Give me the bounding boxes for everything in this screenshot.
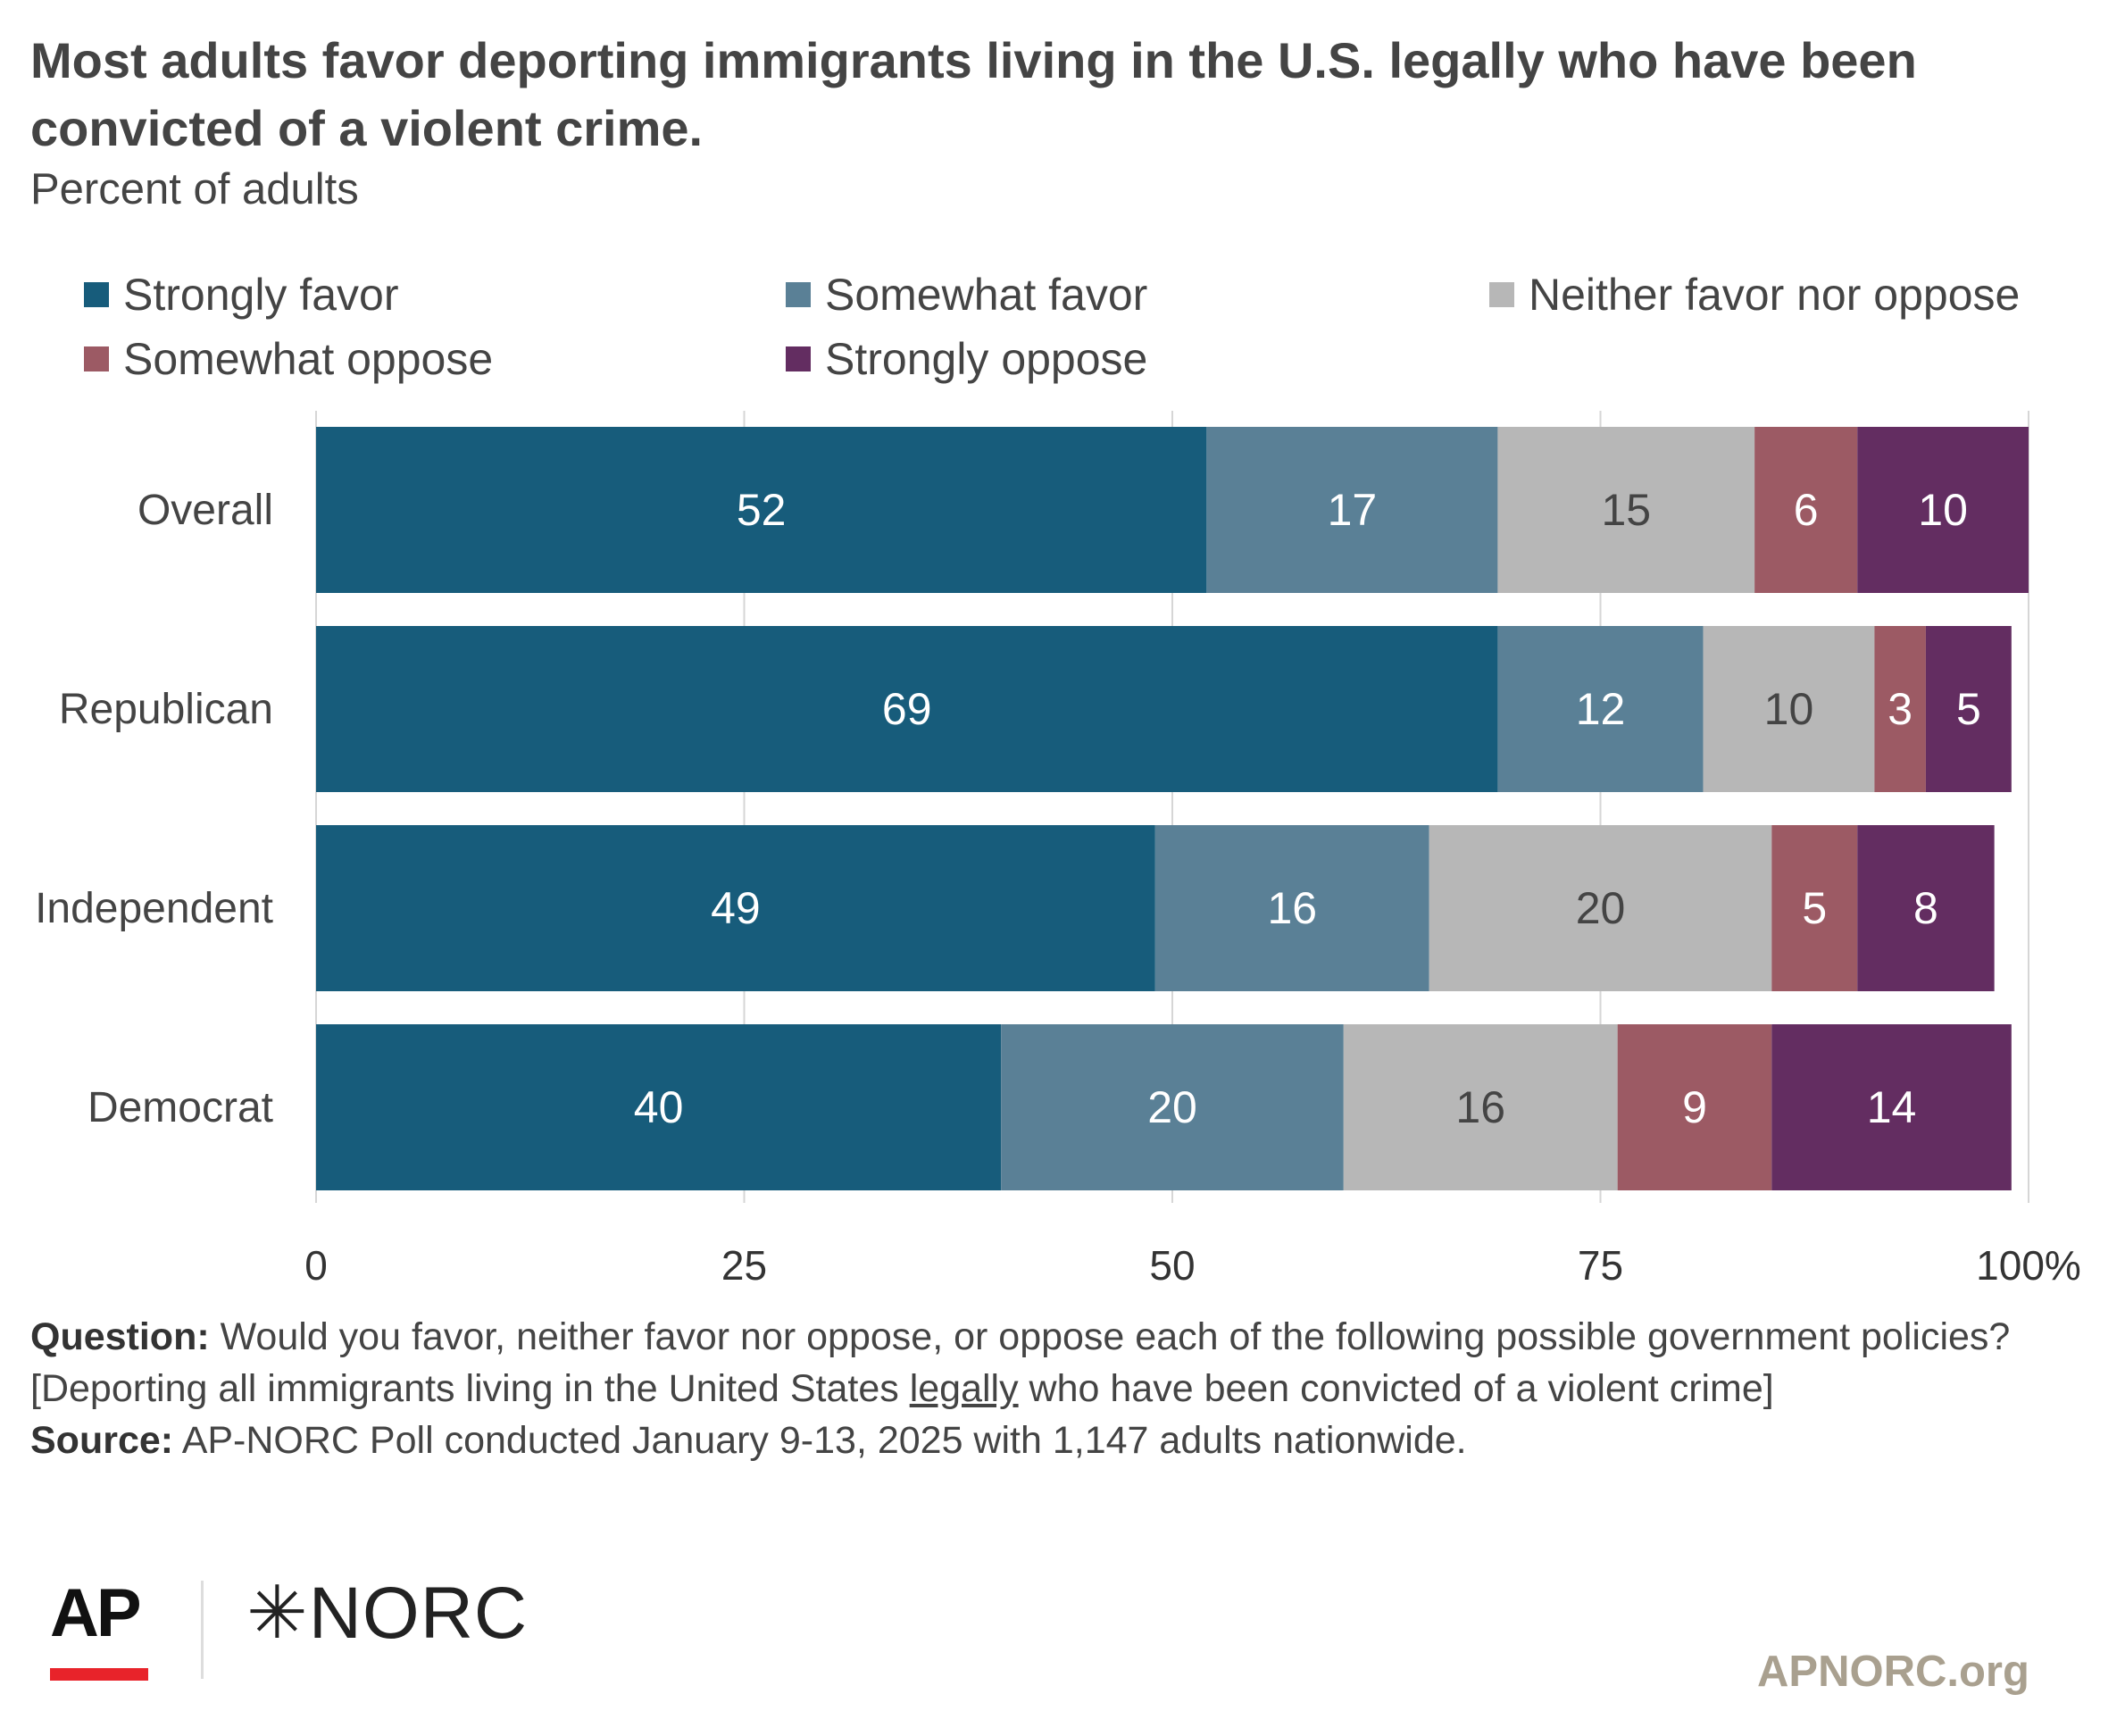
data-label: 5 xyxy=(1802,883,1827,933)
data-label: 10 xyxy=(1764,684,1814,734)
legend-label: Somewhat favor xyxy=(825,270,1148,320)
data-label: 9 xyxy=(1682,1082,1707,1132)
bar-segment xyxy=(1001,1024,1344,1190)
data-label: 16 xyxy=(1267,883,1317,933)
data-label: 17 xyxy=(1328,485,1378,535)
ap-logo-text: AP xyxy=(50,1575,142,1651)
legend-item-somewhat-oppose: Somewhat oppose xyxy=(84,332,493,386)
bar-segment xyxy=(316,825,1155,991)
bar-segment xyxy=(316,626,1498,792)
bar-segment xyxy=(1617,1024,1772,1190)
category-label: Independent xyxy=(35,885,273,932)
x-axis-ticks: 0 25 50 75 100% xyxy=(304,1242,2081,1289)
bar-segment xyxy=(1429,825,1772,991)
data-label: 15 xyxy=(1601,485,1651,535)
legend-item-somewhat-favor: Somewhat favor xyxy=(786,268,1147,321)
question-text-2: who have been convicted of a violent cri… xyxy=(1029,1367,1774,1410)
legend: Strongly favor Somewhat favor Neither fa… xyxy=(84,268,2102,402)
bar-segment xyxy=(1343,1024,1618,1190)
chart-title: Most adults favor deporting immigrants l… xyxy=(30,32,1917,156)
bar-segment xyxy=(1497,626,1704,792)
data-label: 6 xyxy=(1794,485,1819,535)
bar-segment xyxy=(1206,427,1498,593)
source-text: AP-NORC Poll conducted January 9-13, 202… xyxy=(181,1419,1467,1462)
data-label: 20 xyxy=(1576,883,1626,933)
category-label: Republican xyxy=(59,686,273,733)
data-label: 14 xyxy=(1867,1082,1917,1132)
legend-label: Neither favor nor oppose xyxy=(1529,270,2021,320)
x-tick-label: 0 xyxy=(304,1242,328,1289)
data-label: 8 xyxy=(1913,883,1938,933)
legend-item-neither: Neither favor nor oppose xyxy=(1489,268,2020,321)
category-labels: Overall Republican Independent Democrat xyxy=(35,487,273,1131)
chart-notes: Question: Would you favor, neither favor… xyxy=(30,1311,2093,1466)
question-emphasis: legally xyxy=(909,1367,1019,1410)
data-label: 20 xyxy=(1147,1082,1197,1132)
bar-segment xyxy=(1497,427,1755,593)
bar-segment xyxy=(1771,825,1858,991)
data-label: 5 xyxy=(1956,684,1981,734)
legend-swatch-strongly-oppose xyxy=(786,346,811,371)
bar-segment xyxy=(1925,626,2012,792)
x-tick-label: 100% xyxy=(1976,1242,2081,1289)
x-tick-label: 25 xyxy=(721,1242,767,1289)
bar-segment xyxy=(1771,1024,2012,1190)
data-label: 52 xyxy=(737,485,787,535)
source-note: Source: AP-NORC Poll conducted January 9… xyxy=(30,1415,2093,1466)
legend-swatch-somewhat-oppose xyxy=(84,346,109,371)
question-note: Question: Would you favor, neither favor… xyxy=(30,1311,2093,1415)
data-label: 16 xyxy=(1455,1082,1505,1132)
bar-segment xyxy=(1154,825,1429,991)
question-label: Question: xyxy=(30,1315,210,1358)
category-label: Overall xyxy=(138,487,273,534)
bar-segment xyxy=(316,1024,1002,1190)
data-label: 40 xyxy=(634,1082,684,1132)
legend-swatch-somewhat-favor xyxy=(786,282,811,307)
bar-segment xyxy=(1857,427,2029,593)
source-label: Source: xyxy=(30,1419,174,1462)
bar-segment xyxy=(316,427,1207,593)
bar-segment xyxy=(1754,427,1858,593)
legend-swatch-neither xyxy=(1489,282,1514,307)
legend-label: Strongly oppose xyxy=(825,334,1148,384)
x-tick-label: 50 xyxy=(1149,1242,1195,1289)
legend-label: Strongly favor xyxy=(123,270,399,320)
logo-divider xyxy=(201,1581,204,1679)
category-label: Democrat xyxy=(88,1084,273,1131)
data-label: 10 xyxy=(1918,485,1968,535)
data-label: 3 xyxy=(1888,684,1912,734)
question-text-1: Would you favor, neither favor nor oppos… xyxy=(30,1315,2011,1410)
ap-logo-bar xyxy=(50,1668,148,1681)
data-label: 49 xyxy=(711,883,761,933)
legend-label: Somewhat oppose xyxy=(123,334,494,384)
data-label: 12 xyxy=(1576,684,1626,734)
bar-segment xyxy=(1874,626,1926,792)
legend-item-strongly-favor: Strongly favor xyxy=(84,268,398,321)
legend-swatch-strongly-favor xyxy=(84,282,109,307)
x-tick-label: 75 xyxy=(1578,1242,1623,1289)
site-url: APNORC.org xyxy=(1757,1648,2029,1696)
chart-subtitle: Percent of adults xyxy=(30,165,359,213)
data-label: 69 xyxy=(882,684,932,734)
bar-segment xyxy=(1857,825,1995,991)
legend-item-strongly-oppose: Strongly oppose xyxy=(786,332,1147,386)
ap-logo: AP xyxy=(50,1573,148,1681)
bar-segment xyxy=(1703,626,1875,792)
norc-logo: ✳NORC xyxy=(246,1573,529,1654)
